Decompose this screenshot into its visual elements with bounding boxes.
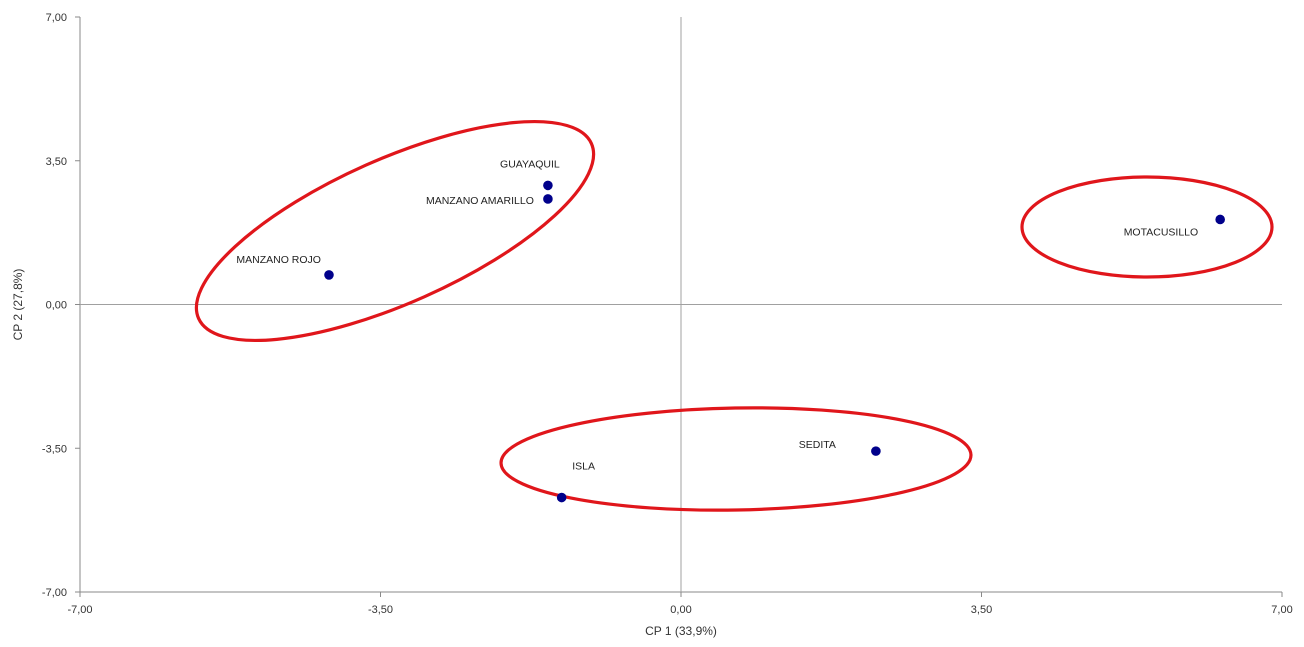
x-ticks: -7,00 -3,50 0,00 3,50 7,00 — [67, 592, 1293, 616]
group-ellipses — [194, 119, 1274, 512]
point-label: MOTACUSILLO — [1124, 226, 1198, 238]
group-ellipse — [194, 119, 596, 343]
y-ticks: 7,00 3,50 0,00 -3,50 -7,00 — [42, 12, 80, 599]
group-ellipse — [1020, 175, 1274, 279]
y-tick-label: 7,00 — [46, 12, 67, 24]
y-tick-label: 0,00 — [46, 300, 67, 312]
axes — [79, 17, 1282, 593]
y-tick-label: -3,50 — [42, 443, 67, 455]
point-label: SEDITA — [799, 439, 836, 451]
x-tick-label: -7,00 — [67, 604, 92, 616]
point-label: MANZANO AMARILLO — [426, 195, 534, 207]
data-point — [543, 180, 553, 191]
data-point — [556, 492, 567, 503]
x-axis-label: CP 1 (33,9%) — [645, 624, 717, 638]
data-point — [324, 270, 334, 280]
x-tick-label: 3,50 — [971, 604, 992, 616]
point-label: MANZANO ROJO — [236, 254, 321, 266]
data-point — [543, 194, 553, 204]
data-points — [324, 180, 1225, 503]
x-tick-label: 7,00 — [1271, 604, 1292, 616]
group-ellipse — [499, 406, 973, 512]
x-tick-label: -3,50 — [368, 604, 393, 616]
x-tick-label: 0,00 — [670, 604, 691, 616]
point-labels: GUAYAQUIL MANZANO AMARILLO MANZANO ROJO MOT… — [236, 158, 1198, 472]
data-point — [1215, 214, 1225, 225]
y-axis-label: CP 2 (27,8%) — [11, 269, 25, 341]
y-tick-label: 3,50 — [46, 156, 67, 168]
data-point — [871, 446, 881, 456]
y-tick-label: -7,00 — [42, 587, 67, 599]
point-label: ISLA — [572, 461, 595, 473]
point-label: GUAYAQUIL — [500, 158, 560, 170]
